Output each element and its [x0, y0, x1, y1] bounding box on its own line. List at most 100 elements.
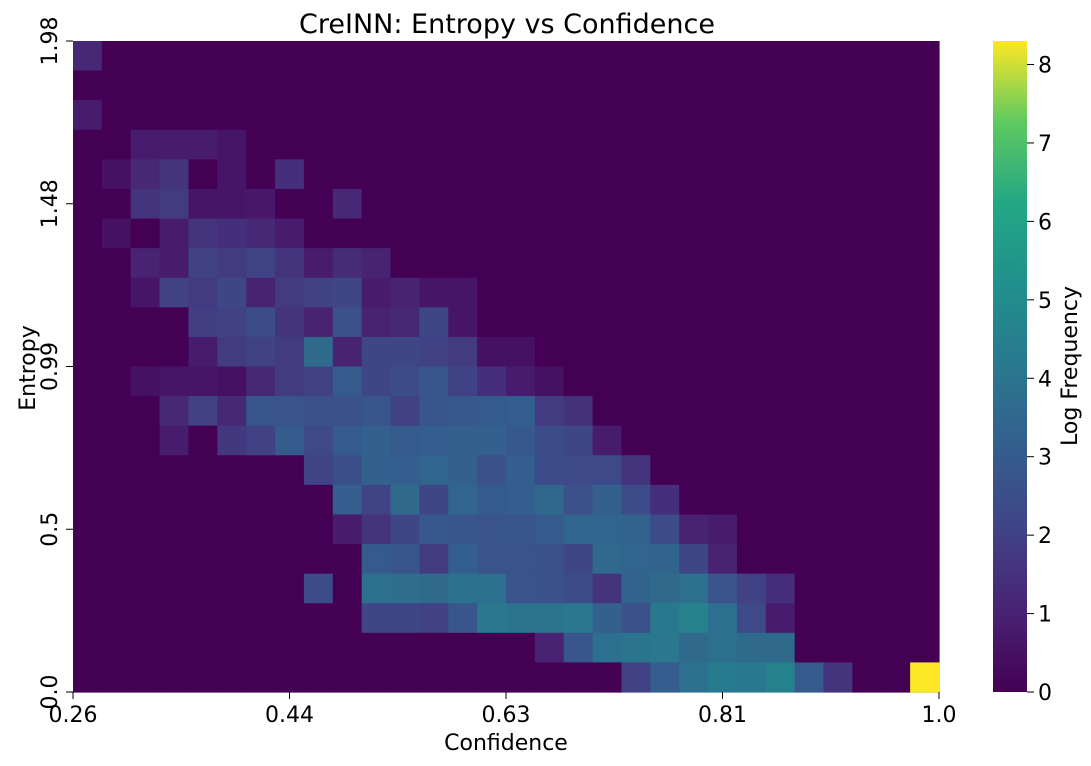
heatmap-cell [217, 218, 247, 249]
heatmap-cell [534, 188, 565, 220]
heatmap-cell [275, 70, 305, 101]
heatmap-cell [73, 455, 103, 486]
heatmap-cell [823, 603, 853, 634]
heatmap-cell [217, 248, 247, 279]
heatmap-cell [130, 544, 161, 575]
heatmap-cell [477, 70, 507, 101]
heatmap-cell [332, 218, 363, 249]
heatmap-cell [910, 159, 940, 190]
heatmap-cell [101, 218, 132, 249]
heatmap-cell [303, 129, 334, 160]
heatmap-cell [303, 573, 334, 604]
heatmap-cell [910, 307, 940, 338]
heatmap-cell [534, 514, 565, 545]
heatmap-cell [217, 159, 247, 190]
heatmap-cell [592, 100, 623, 131]
heatmap-cell [390, 307, 420, 338]
heatmap-cell [361, 455, 392, 486]
heatmap-cell [130, 159, 161, 190]
heatmap-cell [448, 100, 478, 131]
heatmap-cell [534, 70, 565, 101]
heatmap-cell [390, 573, 420, 604]
heatmap-cell [361, 662, 392, 693]
heatmap-cell [506, 70, 536, 101]
heatmap-cell [275, 277, 305, 308]
heatmap-cell [852, 514, 882, 545]
heatmap-cell [621, 366, 651, 397]
heatmap-cell [419, 603, 449, 634]
heatmap-cell [188, 366, 218, 397]
heatmap-cell [534, 425, 565, 456]
heatmap-cell [159, 218, 190, 249]
heatmap-cell [650, 188, 680, 220]
heatmap-cell [852, 632, 882, 664]
heatmap-cell [246, 573, 276, 604]
heatmap-cell [621, 188, 651, 220]
heatmap-cell [101, 514, 132, 545]
heatmap-cell [852, 277, 882, 308]
heatmap-cell [303, 100, 334, 131]
heatmap-cell [361, 514, 392, 545]
heatmap-cell [563, 248, 594, 279]
heatmap-cell [217, 100, 247, 131]
heatmap-cell [246, 514, 276, 545]
heatmap-cell [592, 307, 623, 338]
heatmap-cell [101, 41, 132, 72]
heatmap-cell [419, 662, 449, 693]
heatmap-cell [506, 218, 536, 249]
heatmap-cell [736, 484, 767, 516]
heatmap-cell [130, 218, 161, 249]
heatmap-cell [332, 336, 363, 368]
heatmap-cell [159, 425, 190, 456]
heatmap-cell [332, 307, 363, 338]
heatmap-cell [390, 129, 420, 160]
heatmap-cell [621, 41, 651, 72]
heatmap-cell [852, 218, 882, 249]
colorbar-tick-label: 1 [1038, 603, 1052, 628]
heatmap-cell [506, 277, 536, 308]
heatmap-cell [650, 662, 680, 693]
heatmap-cell [506, 188, 536, 220]
heatmap-cell [73, 632, 103, 664]
heatmap-cell [448, 603, 478, 634]
heatmap-cell [621, 159, 651, 190]
heatmap-cell [852, 573, 882, 604]
heatmap-cell [101, 277, 132, 308]
heatmap-cell [73, 484, 103, 516]
heatmap-cell [390, 336, 420, 368]
heatmap-cell [275, 662, 305, 693]
heatmap-cell [794, 336, 825, 368]
heatmap-cell [188, 307, 218, 338]
heatmap-cell [477, 455, 507, 486]
heatmap-cell [910, 396, 940, 427]
x-axis: 0.26 0.44 0.63 0.81 1.0 [49, 692, 957, 728]
heatmap-cell [765, 396, 796, 427]
heatmap-cell [390, 366, 420, 397]
heatmap-cell [419, 41, 449, 72]
heatmap-cell [101, 573, 132, 604]
heatmap-cell [910, 248, 940, 279]
heatmap-cell [910, 514, 940, 545]
heatmap-cell [246, 544, 276, 575]
heatmap-cell [303, 366, 334, 397]
heatmap-cell [159, 307, 190, 338]
heatmap-cell [448, 632, 478, 664]
heatmap-cell [477, 336, 507, 368]
heatmap-cell [736, 396, 767, 427]
heatmap-cell [477, 544, 507, 575]
heatmap-cell [852, 336, 882, 368]
heatmap-cell [332, 188, 363, 220]
heatmap-cell [823, 100, 853, 131]
heatmap-cell [390, 248, 420, 279]
heatmap-cell [765, 188, 796, 220]
heatmap-cells [73, 41, 940, 693]
heatmap-cell [419, 514, 449, 545]
heatmap-cell [419, 573, 449, 604]
heatmap-cell [303, 336, 334, 368]
heatmap-cell [765, 425, 796, 456]
heatmap-cell [477, 514, 507, 545]
heatmap-cell [650, 159, 680, 190]
heatmap-cell [275, 366, 305, 397]
heatmap-cell [852, 41, 882, 72]
colorbar-tick-label: 8 [1038, 54, 1052, 79]
